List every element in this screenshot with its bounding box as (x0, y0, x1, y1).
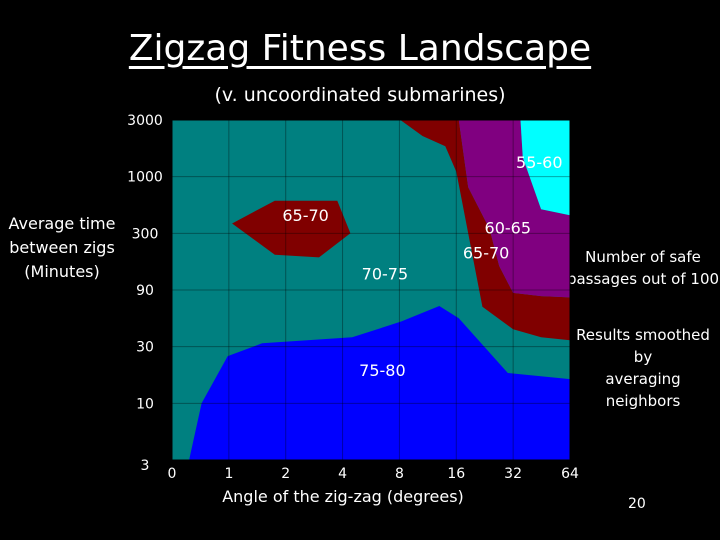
smoothing-note: Results smoothed by averaging neighbors (566, 324, 720, 412)
y-tick-10: 10 (136, 396, 154, 412)
x-tick-64: 64 (561, 466, 579, 482)
y-axis-label-line-2: between zigs (9, 238, 115, 257)
legend-note: Number of safe passages out of 100 (566, 246, 720, 290)
y-axis-label: Average time between zigs (Minutes) (6, 212, 118, 284)
plot-regions (171, 119, 571, 461)
y-tick-3000: 3000 (127, 113, 163, 129)
region-60-65-2 (458, 120, 570, 298)
y-axis-ticks: 3000 1000 300 90 30 10 3 (127, 113, 163, 474)
smoothing-note-line-1: Results smoothed by (576, 326, 710, 366)
region-label-3: 65-70 (463, 244, 510, 263)
chart-subtitle: (v. uncoordinated submarines) (214, 84, 506, 106)
y-tick-1000: 1000 (127, 170, 163, 186)
region-label-2: 60-65 (485, 218, 532, 237)
region-65-70-4 (232, 200, 351, 258)
x-tick-1: 1 (224, 466, 233, 482)
y-tick-90: 90 (136, 283, 154, 299)
x-tick-0: 0 (168, 466, 177, 482)
x-tick-8: 8 (395, 466, 404, 482)
grid-lines (172, 120, 570, 460)
legend-note-line-2: passages out of 100 (566, 270, 720, 288)
x-tick-32: 32 (504, 466, 522, 482)
smoothing-note-line-2: averaging neighbors (605, 370, 681, 410)
page-number: 20 (628, 496, 646, 512)
x-axis-label: Angle of the zig-zag (degrees) (222, 487, 464, 506)
region-75-80-5 (189, 306, 570, 460)
y-axis-label-line-1: Average time (8, 214, 116, 233)
plot-frame (171, 119, 571, 461)
legend-note-line-1: Number of safe (585, 248, 701, 266)
y-tick-30: 30 (136, 340, 154, 356)
region-label-5: 75-80 (359, 361, 406, 380)
region-65-70-1 (400, 120, 570, 341)
y-tick-3: 3 (141, 458, 150, 474)
region-label-0: 55-60 (516, 153, 563, 172)
region-label-1: 65-70 (282, 206, 329, 225)
x-tick-4: 4 (338, 466, 347, 482)
x-tick-16: 16 (447, 466, 465, 482)
region-labels: 55-60 65-70 60-65 65-70 70-75 75-80 (282, 153, 562, 380)
x-axis-ticks: 0 1 2 4 8 16 32 64 (168, 466, 579, 482)
chart-title: Zigzag Fitness Landscape (128, 28, 592, 69)
region-55-60-3 (520, 120, 570, 216)
y-tick-300: 300 (132, 226, 159, 242)
x-tick-2: 2 (281, 466, 290, 482)
y-axis-label-line-3: (Minutes) (24, 262, 100, 281)
region-label-4: 70-75 (362, 265, 409, 284)
